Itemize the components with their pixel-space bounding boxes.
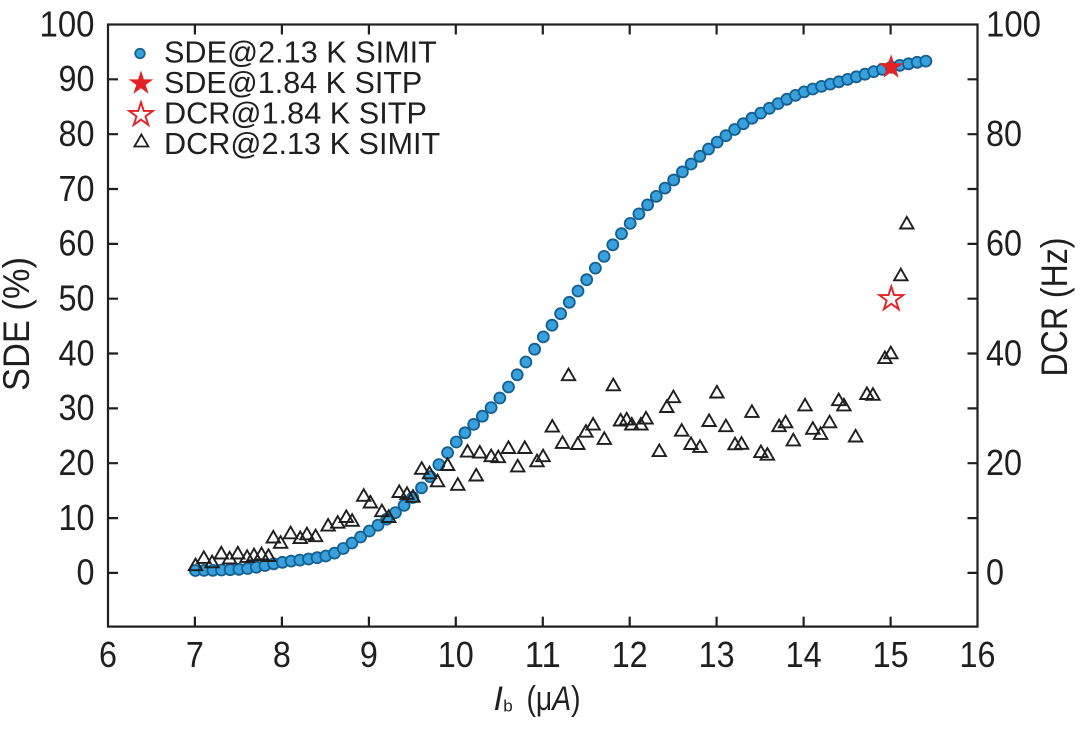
svg-text:SDE@2.13 K SIMIT: SDE@2.13 K SIMIT <box>164 35 437 69</box>
svg-text:13: 13 <box>699 634 735 675</box>
svg-text:60: 60 <box>986 223 1022 264</box>
svg-text:DCR (Hz): DCR (Hz) <box>1033 238 1075 377</box>
svg-text:10: 10 <box>59 497 95 538</box>
svg-text:9: 9 <box>360 634 378 675</box>
svg-text:DCR@2.13 K SIMIT: DCR@2.13 K SIMIT <box>164 127 440 161</box>
svg-text:70: 70 <box>59 168 95 209</box>
svg-text:90: 90 <box>59 58 95 99</box>
svg-text:100: 100 <box>40 3 95 44</box>
svg-text:12: 12 <box>612 634 648 675</box>
svg-text:0: 0 <box>986 552 1004 593</box>
svg-text:11: 11 <box>525 634 561 675</box>
svg-text:50: 50 <box>59 278 95 319</box>
svg-text:6: 6 <box>99 634 117 675</box>
svg-text:16: 16 <box>960 634 996 675</box>
svg-text:10: 10 <box>438 634 474 675</box>
svg-text:30: 30 <box>59 387 95 428</box>
svg-text:8: 8 <box>273 634 291 675</box>
svg-text:15: 15 <box>873 634 909 675</box>
svg-text:b: b <box>503 697 512 716</box>
svg-text:I: I <box>494 680 504 718</box>
svg-text:40: 40 <box>59 332 95 373</box>
svg-text:0: 0 <box>77 552 95 593</box>
svg-text:80: 80 <box>986 113 1022 154</box>
svg-text:DCR@1.84 K SITP: DCR@1.84 K SITP <box>164 96 427 130</box>
svg-text:20: 20 <box>986 442 1022 483</box>
svg-text:100: 100 <box>986 3 1041 44</box>
svg-text:SDE (%): SDE (%) <box>0 257 37 391</box>
svg-text:40: 40 <box>986 332 1022 373</box>
svg-text:60: 60 <box>59 223 95 264</box>
svg-text:80: 80 <box>59 113 95 154</box>
svg-text:SDE@1.84 K SITP: SDE@1.84 K SITP <box>164 66 422 100</box>
svg-text:(μA): (μA) <box>527 680 581 718</box>
svg-text:7: 7 <box>186 634 204 675</box>
svg-text:14: 14 <box>786 634 822 675</box>
svg-text:20: 20 <box>59 442 95 483</box>
